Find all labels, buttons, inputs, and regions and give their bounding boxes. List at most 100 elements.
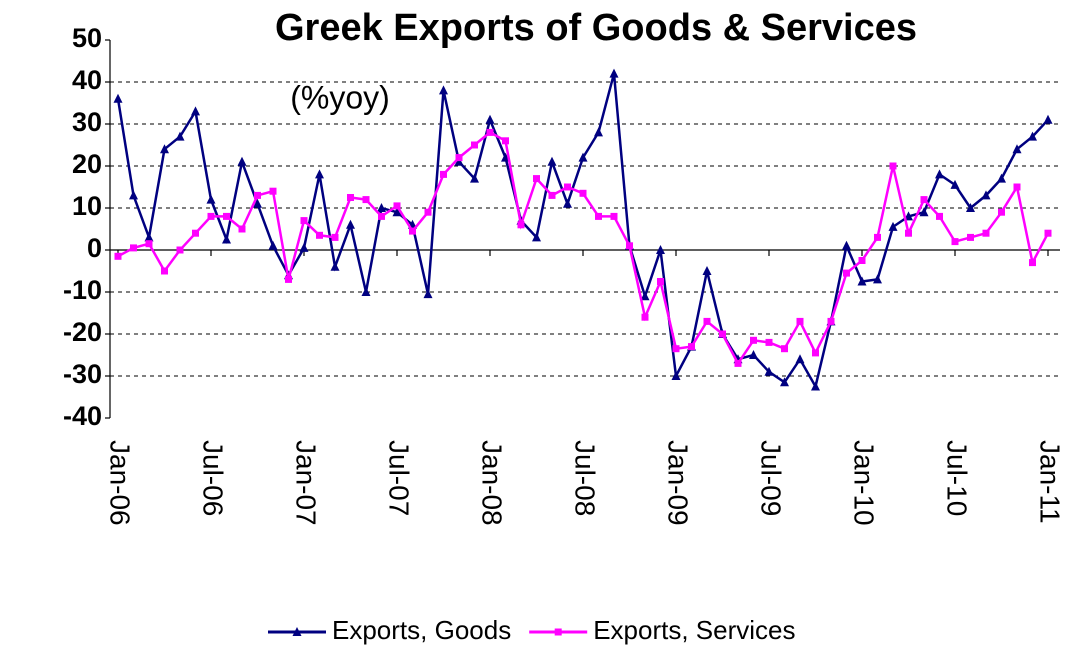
x-tick-label: Jul-10 <box>942 440 973 516</box>
data-point <box>331 233 339 241</box>
x-tick-label: Jul-07 <box>384 440 415 516</box>
data-point <box>594 127 603 137</box>
data-point <box>796 317 804 325</box>
data-point <box>842 240 851 250</box>
data-point <box>175 131 185 141</box>
data-point <box>734 359 742 367</box>
data-point <box>967 233 974 241</box>
y-tick-label: -40 <box>63 401 102 431</box>
data-point <box>579 189 587 197</box>
legend-label: Exports, Goods <box>332 615 511 645</box>
data-point <box>548 191 556 199</box>
data-point <box>981 190 991 200</box>
data-point <box>223 212 230 220</box>
data-point <box>253 198 262 208</box>
series-line <box>117 130 1050 366</box>
data-point <box>237 156 247 166</box>
data-point <box>316 231 323 239</box>
data-point <box>377 203 386 212</box>
y-tick-label: 0 <box>87 233 102 263</box>
data-point <box>656 245 665 254</box>
x-tick-label: Jul-09 <box>756 440 787 516</box>
data-point <box>935 169 944 179</box>
data-point <box>812 349 819 357</box>
data-point <box>502 137 509 145</box>
x-tick-label: Jul-08 <box>570 440 601 516</box>
data-point <box>564 183 571 191</box>
data-point <box>269 187 277 195</box>
data-point <box>905 229 912 237</box>
data-point <box>114 252 122 260</box>
data-point <box>657 278 664 285</box>
data-point <box>347 194 354 201</box>
data-point <box>966 203 975 212</box>
data-point <box>254 191 261 199</box>
data-point <box>330 261 340 271</box>
y-tick-label: 40 <box>72 65 102 95</box>
data-point <box>392 207 402 217</box>
data-point <box>641 313 649 321</box>
data-point <box>811 381 820 391</box>
data-point <box>470 173 479 183</box>
data-point <box>781 345 788 353</box>
data-point <box>780 377 789 387</box>
data-point <box>888 221 898 231</box>
chart-subtitle: (%yoy) <box>290 79 390 115</box>
data-point <box>176 246 184 254</box>
y-tick-label: -20 <box>63 317 102 347</box>
data-point <box>563 198 572 208</box>
x-tick-label: Jan-10 <box>849 440 880 526</box>
data-point <box>764 366 774 376</box>
y-tick-label: 30 <box>72 107 102 137</box>
data-point <box>936 212 943 220</box>
data-point <box>640 291 650 301</box>
y-tick-label: -30 <box>63 359 102 389</box>
data-point <box>191 106 200 116</box>
data-point <box>207 212 215 220</box>
data-point <box>998 208 1005 216</box>
data-point <box>160 144 169 154</box>
data-point <box>595 212 602 220</box>
data-point <box>1029 259 1036 267</box>
data-point <box>843 269 850 277</box>
data-point <box>315 169 324 179</box>
data-point <box>517 221 525 229</box>
data-point <box>547 156 557 166</box>
data-point <box>424 208 432 216</box>
data-point <box>827 317 835 325</box>
data-point <box>950 179 960 189</box>
data-point <box>688 343 695 351</box>
data-point <box>672 345 680 353</box>
data-point <box>750 336 757 344</box>
legend-marker <box>554 628 562 636</box>
data-point <box>873 274 882 284</box>
data-point <box>671 371 681 380</box>
legend-marker <box>292 627 302 636</box>
data-point <box>268 240 278 250</box>
data-point <box>920 196 928 204</box>
data-point <box>626 242 633 250</box>
x-tick-label: Jul-06 <box>198 440 229 516</box>
data-point <box>409 227 416 235</box>
y-tick-label: -10 <box>63 275 102 305</box>
data-point <box>951 238 959 246</box>
data-point <box>485 114 495 124</box>
data-point <box>997 173 1006 183</box>
data-point <box>129 190 138 200</box>
data-point <box>161 267 168 275</box>
data-point <box>378 212 385 220</box>
data-point <box>299 242 309 252</box>
data-point <box>982 229 990 237</box>
data-point <box>533 175 540 183</box>
data-point <box>703 317 711 325</box>
data-point <box>765 338 773 346</box>
x-tick-label: Jan-09 <box>663 440 694 526</box>
data-point <box>1012 144 1022 154</box>
data-point <box>362 196 370 204</box>
data-point <box>486 128 494 136</box>
data-point <box>749 350 758 359</box>
data-point <box>423 289 433 299</box>
y-tick-label: 50 <box>72 23 102 53</box>
x-tick-label: Jan-08 <box>477 440 508 526</box>
